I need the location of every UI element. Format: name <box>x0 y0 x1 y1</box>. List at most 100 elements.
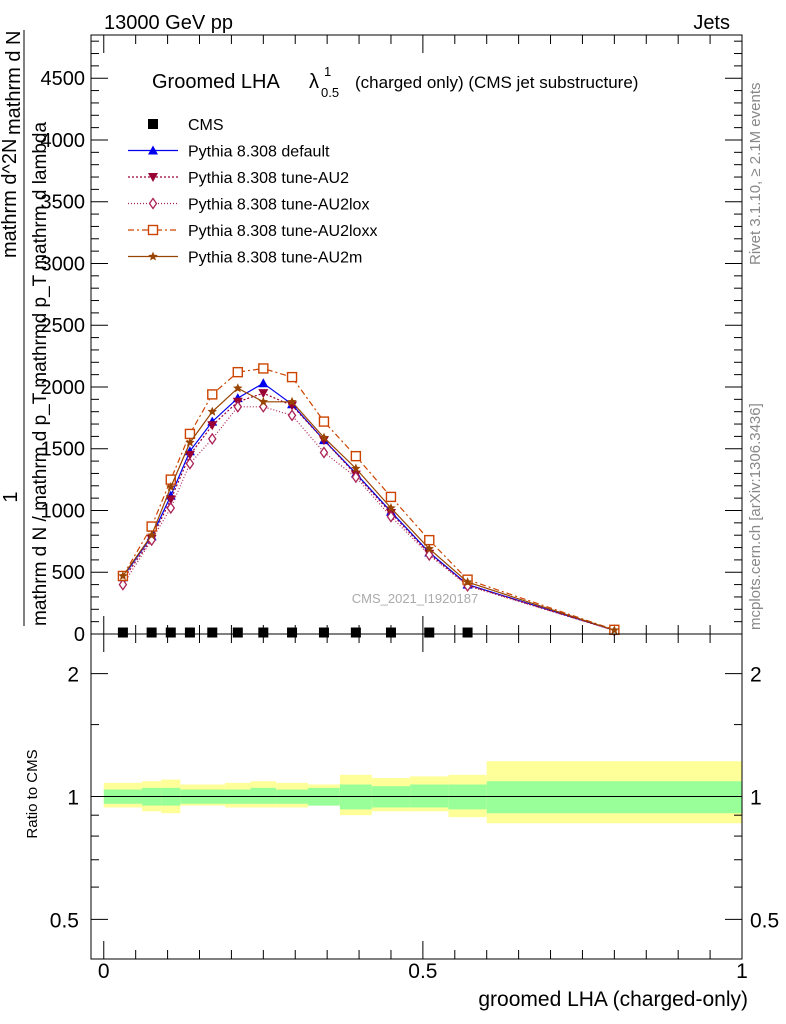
series-2-point <box>318 436 329 446</box>
series-3-point <box>424 548 434 562</box>
series-3-point <box>233 400 243 413</box>
series-4-point <box>318 416 330 427</box>
series-1-point <box>258 378 269 388</box>
series-2-point <box>258 389 269 399</box>
series-0 <box>117 627 473 638</box>
series-5 <box>118 383 620 635</box>
legend-entry: Pythia 8.308 tune-AU2lox <box>128 197 369 214</box>
ratio-y-label: Ratio to CMS <box>24 749 41 838</box>
ratio-y-tick-label: 2 <box>67 664 79 687</box>
series-3-point <box>386 510 396 523</box>
series-0-point <box>385 627 396 638</box>
mcplots-label: mcplots.cern.ch [arXiv:1306.3436] <box>747 403 764 630</box>
ratio-y-tick-label-right: 0.5 <box>750 909 779 932</box>
legend: CMS Pythia 8.308 default Pythia 8.308 tune… <box>128 117 377 267</box>
ratio-y-tick-label: 1 <box>67 787 79 810</box>
x-tick-label: 0 <box>98 960 110 983</box>
legend-marker <box>148 119 158 129</box>
series-2-point <box>165 495 176 505</box>
svg-text:Groomed LHA: Groomed LHA <box>152 71 280 93</box>
series-4-point <box>207 389 218 400</box>
series-0-point <box>424 627 435 638</box>
chart-title: Groomed LHA λ 1 0.5 (charged only) (CMS … <box>152 64 638 100</box>
legend-marker <box>148 197 158 210</box>
band-inner <box>410 784 449 808</box>
main-axis-ticks: 0 500 1000 1500 2000 2500 3000 3500 4000 4500 <box>41 35 743 646</box>
series-1-line <box>122 382 615 631</box>
ylabel-one: 1 <box>0 491 22 502</box>
series-5-point <box>233 383 243 393</box>
ratio-bands <box>103 761 742 824</box>
legend-entry: Pythia 8.308 tune-AU2m <box>128 250 362 267</box>
series-3-point <box>319 446 329 459</box>
y-tick-label: 2500 <box>41 315 86 337</box>
series-4-point <box>232 366 243 378</box>
title-sub: 0.5 <box>321 85 339 100</box>
series-3-point <box>185 457 195 470</box>
header-energy: 13000 GeV pp <box>104 12 233 34</box>
series-0-point <box>258 627 269 638</box>
series-2-point <box>207 421 218 431</box>
ratio-y-tick-label-right: 1 <box>750 787 762 810</box>
y-tick-label: 4000 <box>41 130 86 152</box>
ratio-axis-ticks: 0.5 0.5 1 1 2 2 0 0.5 1 <box>50 634 779 983</box>
legend-entry: Pythia 8.308 default <box>128 144 330 161</box>
series-0-point <box>207 627 218 638</box>
series-5-point <box>462 577 473 587</box>
series-0-point <box>462 627 473 638</box>
title-sup: 1 <box>324 64 331 79</box>
legend-marker <box>148 251 158 261</box>
series-4-point <box>286 371 298 383</box>
y-tick-label: 4500 <box>41 68 86 90</box>
title-main: Groomed LHA <box>152 71 280 93</box>
series-5-point <box>118 571 128 580</box>
watermark: CMS_2021_I1920187 <box>352 591 479 606</box>
series-4-point <box>424 534 435 546</box>
y-tick-label: 2000 <box>41 377 86 399</box>
legend-marker <box>148 145 158 155</box>
legend-marker <box>148 173 158 182</box>
ratio-y-tick-label: 0.5 <box>50 909 79 932</box>
series-0-point <box>117 627 128 638</box>
main-y-label: 1 mathrm d N / mathrm d p_T mathrmd p_T … <box>0 30 51 626</box>
series-5-point <box>424 543 434 553</box>
legend-entry: Pythia 8.308 tune-AU2loxx <box>128 223 377 240</box>
legend-label: Pythia 8.308 tune-AU2 <box>188 170 349 187</box>
legend-entry: CMS <box>148 117 224 134</box>
legend-label: Pythia 8.308 default <box>188 144 330 161</box>
y-tick-label: 1000 <box>41 500 86 522</box>
series-4-point <box>385 491 397 503</box>
title-rest: (charged only) (CMS jet substructure) <box>355 73 638 92</box>
series-5-point <box>146 530 157 540</box>
series-3-point <box>287 409 297 422</box>
ylabel-d2n: mathrm d^2N <box>0 139 21 258</box>
ylabel-ratio: mathrm d N / mathrm d p_T mathrmd p_T ma… <box>30 122 51 626</box>
series-3-point <box>166 501 176 515</box>
legend-label: Pythia 8.308 tune-AU2loxx <box>188 223 377 240</box>
main-series-layer <box>117 363 620 638</box>
series-5-point <box>185 437 195 447</box>
series-0-point <box>146 627 157 638</box>
series-4-point <box>350 450 362 462</box>
series-2-point <box>184 450 195 460</box>
series-2-line <box>122 392 615 631</box>
series-5-point <box>207 406 217 416</box>
main-plot-panel: 0 500 1000 1500 2000 2500 3000 3500 4000 4500 CMS… <box>41 34 743 646</box>
series-5-point <box>319 432 329 442</box>
series-0-point <box>318 627 329 638</box>
x-tick-label: 0.5 <box>408 960 437 983</box>
series-0-point <box>350 627 361 638</box>
x-axis-label: groomed LHA (charged-only) <box>478 988 748 1011</box>
series-4-point <box>184 428 196 440</box>
series-3-point <box>207 432 217 445</box>
y-tick-label: 3000 <box>41 253 86 275</box>
series-0-point <box>165 627 176 638</box>
ratio-y-tick-label-right: 2 <box>750 664 762 687</box>
series-0-point <box>232 627 243 638</box>
series-5-point <box>166 482 176 492</box>
legend-label: Pythia 8.308 tune-AU2m <box>188 250 362 267</box>
y-tick-label: 3500 <box>41 192 86 214</box>
series-3-point <box>118 578 128 591</box>
title-symbol: λ <box>309 71 319 93</box>
